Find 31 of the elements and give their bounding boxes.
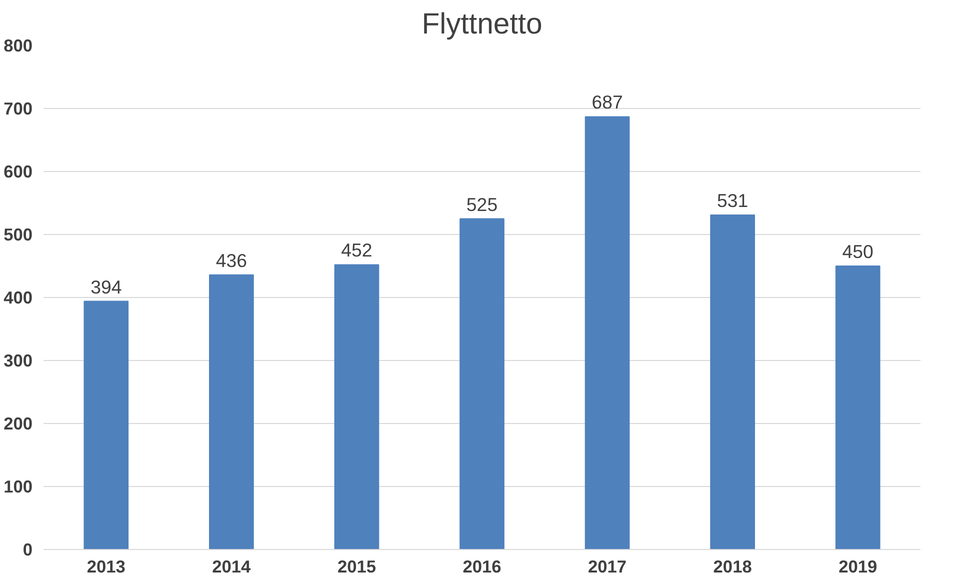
data-label: 525: [466, 194, 498, 215]
bar: [710, 214, 755, 550]
bar: [460, 218, 504, 550]
x-tick-label: 2016: [462, 556, 502, 576]
bar: [835, 266, 880, 550]
bar: [584, 116, 630, 550]
data-label: 687: [592, 92, 623, 113]
x-tick-label: 2014: [212, 556, 252, 576]
data-label: 436: [216, 250, 248, 271]
x-tick-label: 2017: [588, 556, 627, 576]
bar: [84, 300, 129, 550]
y-tick-label: 0: [22, 540, 33, 560]
chart-title: Flyttnetto: [422, 8, 542, 40]
bar: [334, 264, 380, 550]
data-label: 450: [842, 241, 874, 262]
y-tick-label: 500: [4, 224, 33, 244]
y-tick-label: 700: [4, 98, 33, 118]
y-tick-label: 400: [4, 288, 33, 308]
data-label: 452: [341, 240, 372, 261]
y-tick-label: 300: [4, 350, 33, 370]
x-tick-label: 2018: [713, 556, 752, 576]
x-tick-label: 2015: [337, 556, 376, 576]
x-tick-label: 2013: [86, 556, 126, 576]
x-tick-label: 2019: [838, 556, 878, 576]
bar: [209, 274, 254, 550]
data-label: 531: [717, 190, 748, 211]
y-tick-label: 200: [4, 414, 33, 434]
y-tick-label: 600: [4, 162, 33, 182]
data-label: 394: [90, 276, 122, 298]
y-tick-label: 800: [4, 36, 33, 56]
y-tick-label: 100: [4, 476, 33, 496]
